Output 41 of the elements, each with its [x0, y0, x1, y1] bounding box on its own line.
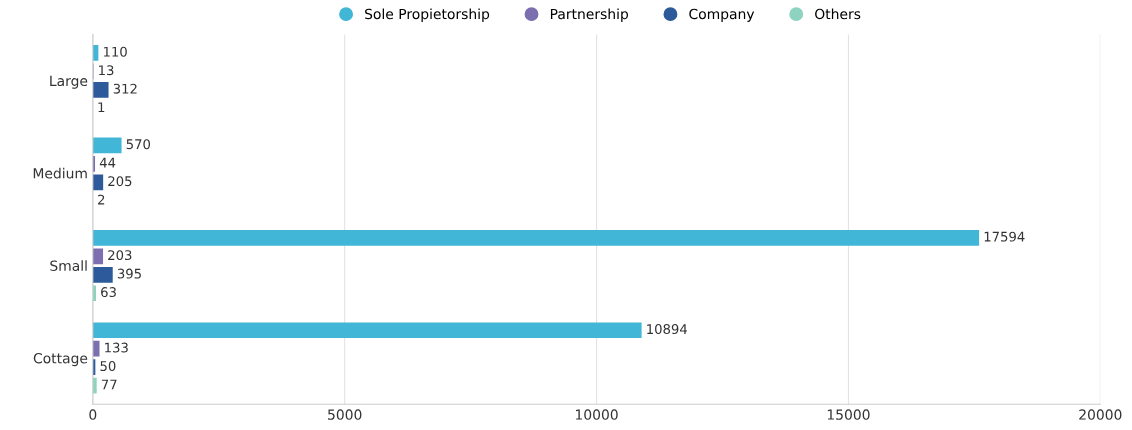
- data-label: 133: [105, 342, 128, 353]
- data-label: 312: [113, 83, 137, 94]
- data-label: 17594: [984, 231, 1025, 242]
- data-label: 203: [108, 250, 132, 261]
- x-tick-label: 5000: [328, 409, 362, 420]
- bar: [92, 322, 642, 339]
- y-tick-label: Medium: [33, 167, 87, 179]
- bar: [92, 155, 96, 172]
- bar: [92, 266, 113, 283]
- data-label: 44: [99, 157, 116, 168]
- bar: [92, 174, 104, 191]
- bar: [92, 248, 104, 265]
- bar: [92, 229, 980, 246]
- data-label: 63: [101, 287, 116, 298]
- data-label: 205: [108, 176, 132, 187]
- data-label: 50: [100, 361, 116, 372]
- bar: [92, 340, 100, 357]
- bar: [92, 285, 96, 302]
- legend-label: Company: [689, 8, 755, 22]
- bar: [92, 45, 99, 61]
- bar: [92, 377, 97, 394]
- x-tick-label: 20000: [1079, 409, 1122, 420]
- bar: [92, 137, 122, 154]
- data-label: 10894: [647, 324, 687, 335]
- x-tick-label: 10000: [576, 409, 618, 420]
- y-tick-label: Small: [50, 260, 87, 271]
- data-label: 110: [103, 46, 127, 57]
- data-label: 2: [98, 194, 105, 205]
- x-tick-label: 15000: [827, 409, 870, 420]
- data-label: 13: [99, 65, 114, 76]
- x-tick-label: 0: [89, 409, 97, 420]
- data-label: 1: [98, 102, 105, 112]
- legend-label: Others: [815, 8, 861, 20]
- y-tick-label: Cottage: [33, 352, 88, 367]
- bar: [92, 82, 109, 98]
- data-label: 570: [126, 139, 151, 150]
- legend-label: Partnership: [550, 8, 629, 22]
- data-label: 395: [117, 268, 141, 279]
- legend-label: Sole Propietorship: [365, 8, 490, 22]
- y-tick-label: Large: [50, 75, 88, 89]
- data-label: 77: [101, 379, 117, 390]
